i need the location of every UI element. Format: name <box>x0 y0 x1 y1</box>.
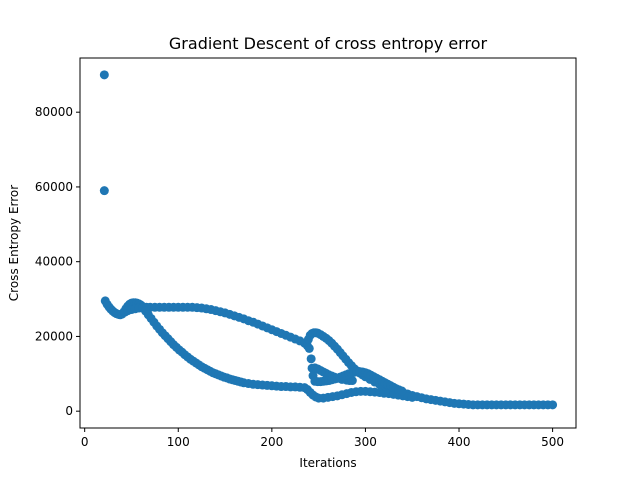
x-tick-label: 300 <box>354 435 377 449</box>
x-tick-label: 400 <box>448 435 471 449</box>
y-tick-label: 40000 <box>35 255 73 269</box>
y-axis-ticks: 0 20000 40000 60000 80000 <box>35 105 80 418</box>
chart-title: Gradient Descent of cross entropy error <box>169 34 488 53</box>
scatter-point <box>548 400 558 410</box>
y-tick-label: 0 <box>65 404 73 418</box>
y-axis-label: Cross Entropy Error <box>7 185 21 301</box>
x-axis-label: Iterations <box>299 456 356 470</box>
scatter-point <box>99 70 109 80</box>
x-axis-ticks: 0 100 200 300 400 500 <box>81 428 564 449</box>
scatter-point <box>397 386 407 396</box>
scatter-points <box>99 70 558 410</box>
y-tick-label: 20000 <box>35 329 73 343</box>
scatter-point <box>347 376 357 386</box>
scatter-point <box>99 186 109 196</box>
y-tick-label: 60000 <box>35 180 73 194</box>
scatter-point <box>306 354 316 364</box>
plot-frame <box>79 57 577 429</box>
x-tick-label: 100 <box>167 435 190 449</box>
x-tick-label: 0 <box>81 435 89 449</box>
scatter-point <box>304 343 314 353</box>
x-tick-label: 200 <box>260 435 283 449</box>
x-tick-label: 500 <box>541 435 564 449</box>
y-tick-label: 80000 <box>35 105 73 119</box>
scatter-point <box>407 392 417 402</box>
